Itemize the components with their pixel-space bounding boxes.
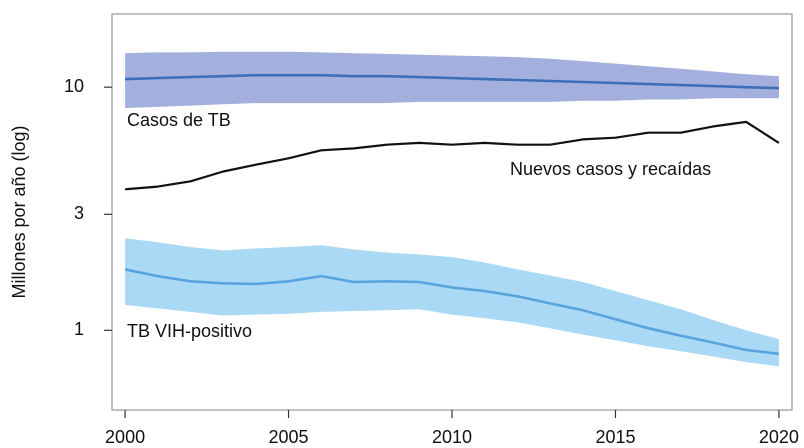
y-tick-label: 3: [74, 203, 84, 223]
bands: [125, 51, 779, 367]
series-line: [125, 120, 780, 191]
uncertainty-band: [125, 238, 779, 367]
x-tick-label: 2000: [105, 427, 145, 447]
series-label: Nuevos casos y recaídas: [510, 159, 711, 179]
lines: [124, 73, 780, 356]
uncertainty-band: [125, 51, 779, 109]
series-label: Casos de TB: [127, 110, 231, 130]
x-tick-label: 2015: [595, 427, 635, 447]
y-tick-label: 10: [64, 76, 84, 96]
series-label: TB VIH-positivo: [127, 321, 252, 341]
series-line: [125, 73, 779, 90]
x-tick-label: 2005: [269, 427, 309, 447]
series-line: [124, 268, 780, 356]
y-axis-label: Millones por año (log): [9, 125, 29, 298]
x-tick-label: 2010: [432, 427, 472, 447]
x-tick-label: 2020: [759, 427, 799, 447]
y-tick-label: 1: [74, 319, 84, 339]
